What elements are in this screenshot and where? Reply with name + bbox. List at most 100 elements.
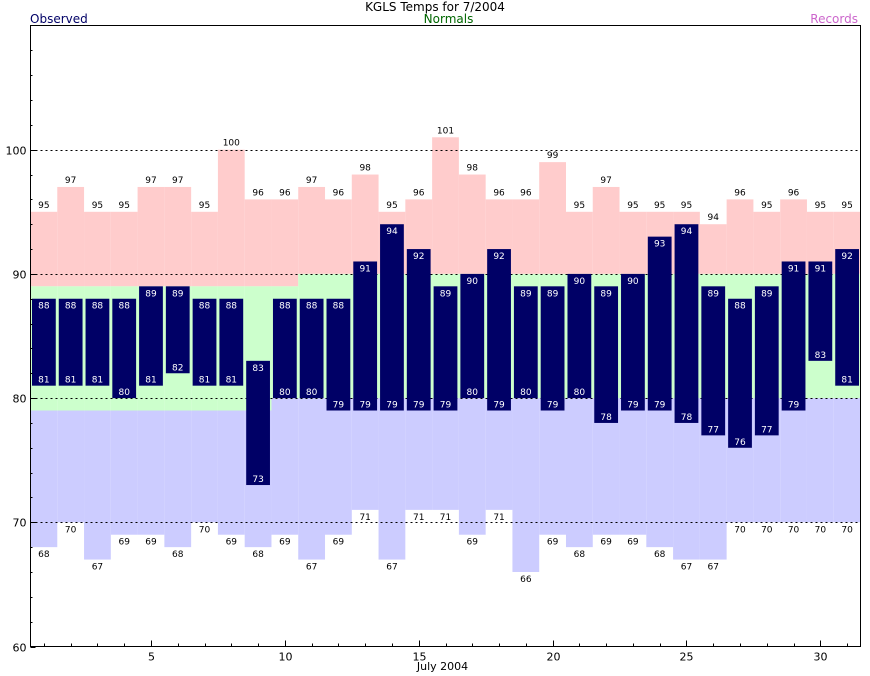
observed-low-label: 81 xyxy=(92,376,103,386)
y-tick-label: 70 xyxy=(13,517,27,530)
observed-low-label: 79 xyxy=(413,401,425,411)
record-low-label: 70 xyxy=(841,525,853,535)
observed-low-label: 79 xyxy=(547,401,559,411)
observed-low-label: 80 xyxy=(467,388,479,398)
record-low-label: 71 xyxy=(413,513,424,523)
record-low-bar xyxy=(351,398,379,510)
record-high-label: 96 xyxy=(520,188,532,198)
record-high-label: 96 xyxy=(788,188,800,198)
record-high-label: 97 xyxy=(65,176,76,186)
record-high-bar xyxy=(271,199,299,287)
observed-low-label: 81 xyxy=(145,376,156,386)
record-low-label: 68 xyxy=(38,550,50,560)
record-high-bar xyxy=(753,211,781,274)
observed-bar xyxy=(701,286,726,436)
observed-low-label: 79 xyxy=(359,401,371,411)
observed-high-label: 94 xyxy=(386,227,398,237)
record-high-label: 95 xyxy=(199,201,210,211)
observed-bar xyxy=(299,298,324,399)
record-low-bar xyxy=(458,398,486,535)
record-low-label: 69 xyxy=(145,538,157,548)
x-tick-label: 15 xyxy=(413,651,427,664)
plot-frame xyxy=(30,25,861,647)
record-low-label: 70 xyxy=(815,525,827,535)
x-tick-label: 20 xyxy=(547,651,561,664)
observed-low-label: 81 xyxy=(841,376,852,386)
observed-high-label: 94 xyxy=(681,227,693,237)
observed-high-label: 89 xyxy=(145,289,157,299)
legend-records: Records xyxy=(810,12,858,26)
record-high-bar xyxy=(780,199,807,274)
record-high-bar xyxy=(458,174,486,274)
observed-high-label: 88 xyxy=(226,302,238,312)
record-high-bar xyxy=(351,174,379,274)
y-tick-label: 80 xyxy=(13,393,27,406)
observed-high-label: 88 xyxy=(333,302,345,312)
record-low-label: 69 xyxy=(627,538,639,548)
observed-layer xyxy=(32,224,859,486)
observed-bar xyxy=(647,236,672,411)
observed-low-label: 81 xyxy=(199,376,210,386)
observed-high-label: 91 xyxy=(815,264,826,274)
observed-high-label: 91 xyxy=(788,264,799,274)
legend-observed: Observed xyxy=(30,12,88,26)
record-high-label: 95 xyxy=(815,201,826,211)
record-low-bar xyxy=(57,410,85,523)
record-high-bar xyxy=(244,199,272,287)
observed-high-label: 89 xyxy=(520,289,532,299)
record-high-bar xyxy=(565,211,593,274)
record-low-label: 69 xyxy=(226,538,238,548)
observed-low-label: 79 xyxy=(333,401,345,411)
observed-bar xyxy=(192,298,217,386)
y-tick-label: 100 xyxy=(6,145,27,158)
observed-low-label: 81 xyxy=(38,376,49,386)
observed-low-label: 82 xyxy=(172,363,183,373)
observed-bar xyxy=(85,298,110,386)
record-high-label: 98 xyxy=(359,164,371,174)
record-low-label: 68 xyxy=(252,550,264,560)
record-low-label: 71 xyxy=(493,513,504,523)
record-high-bar xyxy=(57,186,85,287)
observed-high-label: 88 xyxy=(279,302,291,312)
record-low-bar xyxy=(164,410,192,548)
observed-bar xyxy=(460,273,485,399)
record-high-layer xyxy=(30,137,861,287)
record-low-label: 70 xyxy=(761,525,773,535)
record-low-bar xyxy=(485,398,513,510)
observed-low-label: 83 xyxy=(815,351,826,361)
observed-bar xyxy=(165,286,190,374)
record-high-label: 94 xyxy=(708,213,720,223)
record-high-label: 98 xyxy=(467,164,479,174)
record-high-label: 97 xyxy=(306,176,317,186)
record-high-bar xyxy=(191,211,218,287)
record-low-bar xyxy=(780,398,807,523)
record-high-bar xyxy=(539,162,566,274)
observed-low-label: 80 xyxy=(574,388,586,398)
record-low-bar xyxy=(110,410,138,535)
record-low-label: 67 xyxy=(386,563,397,573)
record-high-label: 97 xyxy=(600,176,611,186)
observed-bar xyxy=(272,298,297,399)
observed-high-label: 88 xyxy=(306,302,318,312)
observed-bar xyxy=(353,261,378,411)
record-low-bar xyxy=(833,398,861,523)
record-high-bar xyxy=(298,186,326,274)
record-high-label: 96 xyxy=(333,188,345,198)
observed-low-label: 81 xyxy=(65,376,76,386)
observed-high-label: 91 xyxy=(359,264,370,274)
record-low-bar xyxy=(137,410,165,535)
observed-bar xyxy=(433,286,458,411)
record-low-label: 68 xyxy=(172,550,184,560)
record-low-bar xyxy=(325,398,352,535)
record-high-bar xyxy=(432,137,459,274)
record-low-label: 71 xyxy=(440,513,451,523)
observed-low-label: 77 xyxy=(708,425,719,435)
x-tick-label: 25 xyxy=(680,651,694,664)
observed-high-label: 88 xyxy=(65,302,77,312)
observed-bar xyxy=(139,286,163,386)
record-low-label: 67 xyxy=(306,563,317,573)
axes-layer: 60 70 80 90 100 5 10 15 20 25 30 xyxy=(6,25,861,664)
observed-bar xyxy=(540,286,565,411)
record-high-label: 95 xyxy=(574,201,585,211)
record-low-label: 69 xyxy=(333,538,345,548)
